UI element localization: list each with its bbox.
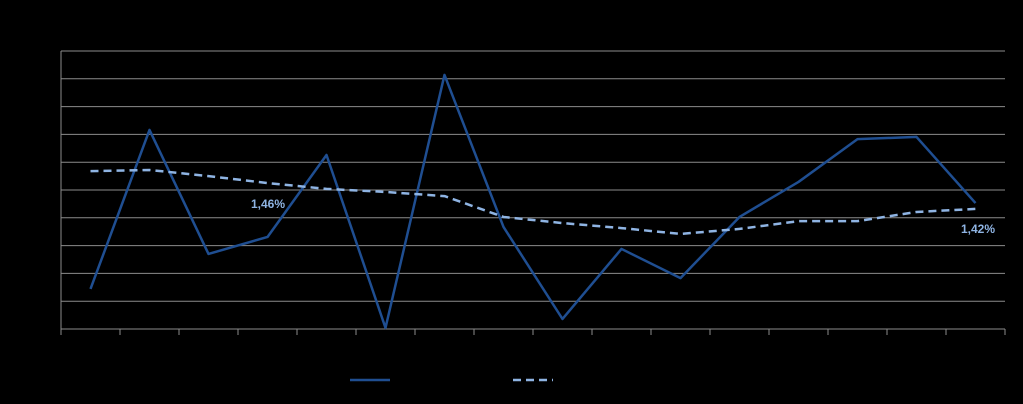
annotation: 1,42% [961, 222, 995, 236]
series-line [89, 73, 977, 330]
series-line [90, 168, 976, 236]
annotation: 1,46% [251, 197, 285, 211]
